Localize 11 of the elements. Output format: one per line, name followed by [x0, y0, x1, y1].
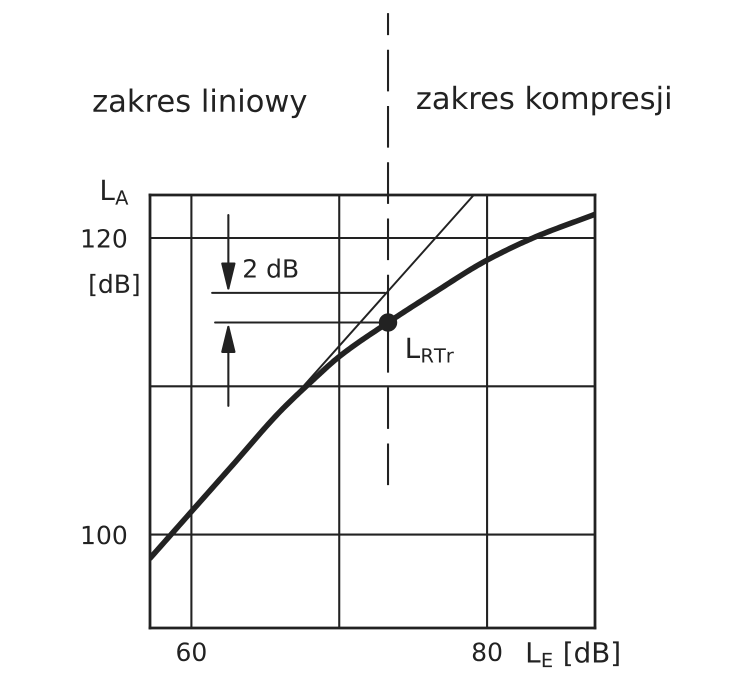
- y-tick-label: 120: [82, 228, 126, 248]
- y-axis-title: L$_{A}$: [102, 180, 128, 205]
- annotation: 2 dB: [244, 258, 298, 278]
- x-tick-label: 60: [177, 642, 206, 662]
- y-tick-label: 100: [82, 526, 126, 544]
- x-tick-label: 80: [472, 642, 502, 662]
- text: [dB]: [90, 274, 139, 296]
- annotation: L$_{RTr}$: [407, 338, 454, 362]
- x-axis-title: L$_{E}$ [dB]: [528, 641, 619, 668]
- text: zakres liniowy: [93, 88, 307, 118]
- text: zakres kompresji: [417, 86, 670, 116]
